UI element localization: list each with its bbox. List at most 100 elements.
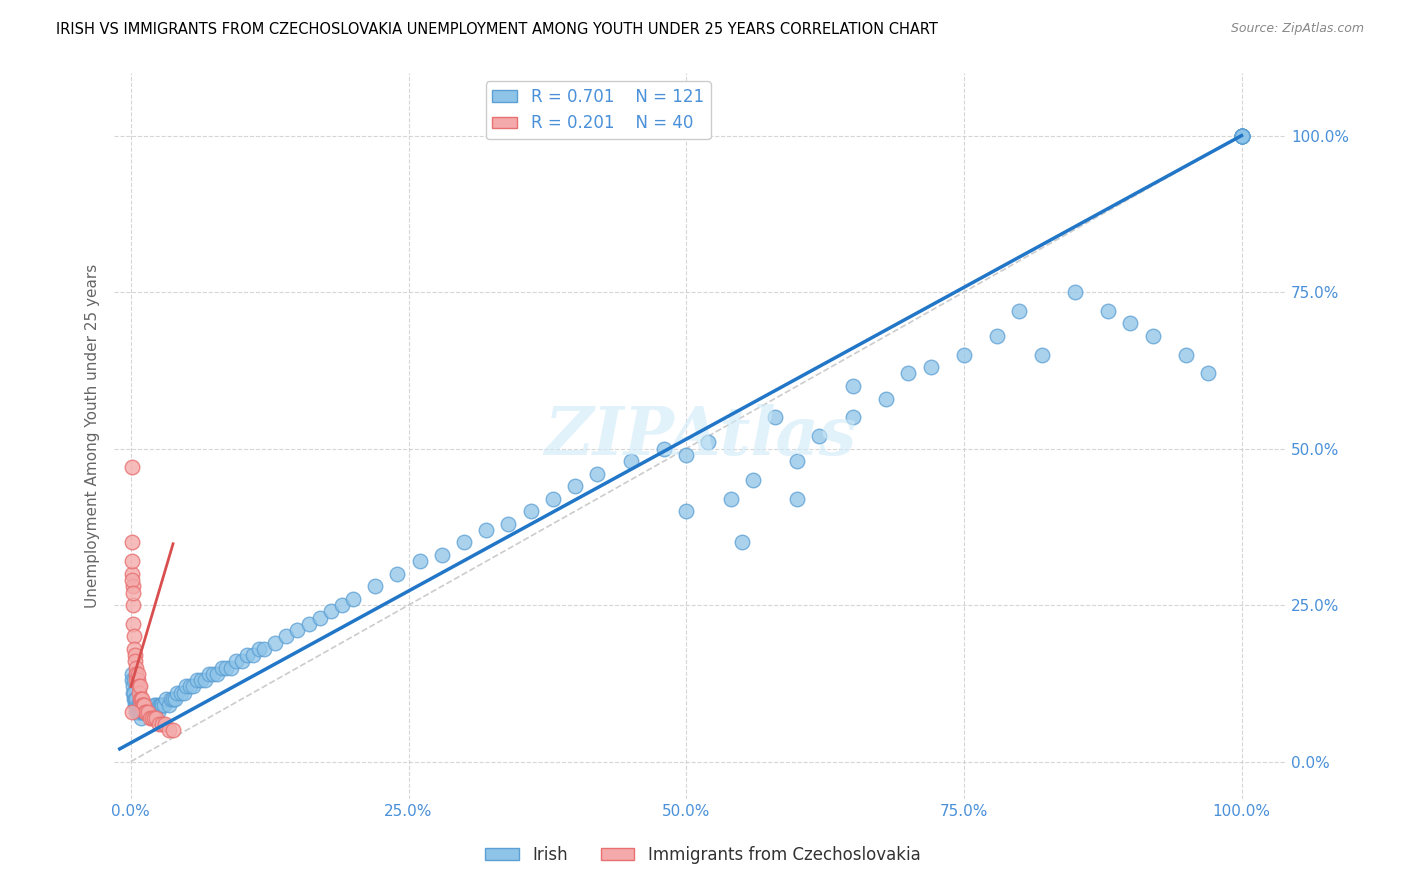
Point (287, 623, 309, 637)
Point (1175, 348, 1198, 362)
Point (125, 673, 148, 688)
Point (122, 641, 145, 656)
Point (475, 523, 498, 537)
Point (731, 535, 754, 549)
Point (430, 548, 453, 562)
Point (145, 698, 167, 713)
Point (157, 698, 180, 713)
Legend: Irish, Immigrants from Czechoslovakia: Irish, Immigrants from Czechoslovakia (479, 839, 927, 871)
Point (148, 717, 170, 731)
Point (786, 454, 808, 468)
Point (186, 673, 208, 688)
Y-axis label: Unemployment Among Youth under 25 years: Unemployment Among Youth under 25 years (86, 264, 100, 608)
Point (225, 655, 247, 669)
Point (1230, 128, 1253, 143)
Point (207, 667, 229, 681)
Point (1142, 329, 1164, 343)
Point (236, 648, 259, 663)
Point (211, 661, 233, 675)
Point (143, 698, 166, 713)
Point (142, 705, 165, 719)
Point (155, 692, 177, 706)
Point (190, 673, 212, 688)
Point (264, 635, 287, 649)
Point (121, 566, 143, 581)
Point (953, 348, 976, 362)
Point (128, 692, 150, 706)
Point (149, 698, 172, 713)
Point (135, 705, 157, 719)
Point (897, 367, 920, 381)
Point (242, 648, 264, 663)
Point (121, 460, 143, 475)
Point (121, 705, 143, 719)
Point (127, 698, 149, 713)
Point (148, 698, 170, 713)
Point (141, 711, 163, 725)
Text: Source: ZipAtlas.com: Source: ZipAtlas.com (1230, 22, 1364, 36)
Point (128, 686, 150, 700)
Point (129, 705, 152, 719)
Point (1230, 128, 1253, 143)
Point (139, 705, 162, 719)
Point (128, 705, 150, 719)
Point (136, 705, 159, 719)
Point (127, 667, 149, 681)
Point (170, 686, 193, 700)
Point (129, 711, 152, 725)
Point (135, 705, 157, 719)
Point (408, 554, 430, 568)
Point (122, 616, 145, 631)
Point (541, 491, 564, 506)
Point (1197, 367, 1219, 381)
Point (122, 585, 145, 599)
Point (1230, 128, 1253, 143)
Point (124, 692, 146, 706)
Point (122, 686, 145, 700)
Point (920, 360, 942, 375)
Point (741, 473, 763, 487)
Point (247, 641, 270, 656)
Point (330, 598, 353, 612)
Point (134, 705, 156, 719)
Point (138, 705, 160, 719)
Point (136, 705, 159, 719)
Point (202, 667, 225, 681)
Point (620, 454, 643, 468)
Point (122, 686, 145, 700)
Legend: R = 0.701    N = 121, R = 0.201    N = 40: R = 0.701 N = 121, R = 0.201 N = 40 (485, 81, 710, 139)
Text: IRISH VS IMMIGRANTS FROM CZECHOSLOVAKIA UNEMPLOYMENT AMONG YOUTH UNDER 25 YEARS : IRISH VS IMMIGRANTS FROM CZECHOSLOVAKIA … (56, 22, 938, 37)
Point (122, 579, 145, 593)
Point (131, 692, 153, 706)
Point (121, 573, 143, 587)
Point (342, 591, 364, 606)
Point (122, 673, 145, 688)
Point (134, 705, 156, 719)
Point (160, 692, 183, 706)
Point (842, 410, 865, 425)
Point (124, 648, 146, 663)
Point (125, 698, 148, 713)
Point (308, 610, 330, 624)
Point (122, 680, 145, 694)
Point (128, 705, 150, 719)
Point (519, 504, 541, 518)
Point (131, 698, 153, 713)
Point (1031, 348, 1053, 362)
Point (146, 705, 169, 719)
Point (986, 329, 1008, 343)
Point (319, 604, 342, 618)
Text: ZIPAtlas: ZIPAtlas (544, 403, 856, 468)
Point (124, 698, 146, 713)
Point (215, 661, 238, 675)
Point (124, 655, 146, 669)
Point (128, 680, 150, 694)
Point (125, 661, 148, 675)
Point (675, 504, 697, 518)
Point (143, 711, 166, 725)
Point (763, 410, 786, 425)
Point (842, 379, 865, 393)
Point (564, 479, 586, 493)
Point (364, 579, 387, 593)
Point (128, 698, 150, 713)
